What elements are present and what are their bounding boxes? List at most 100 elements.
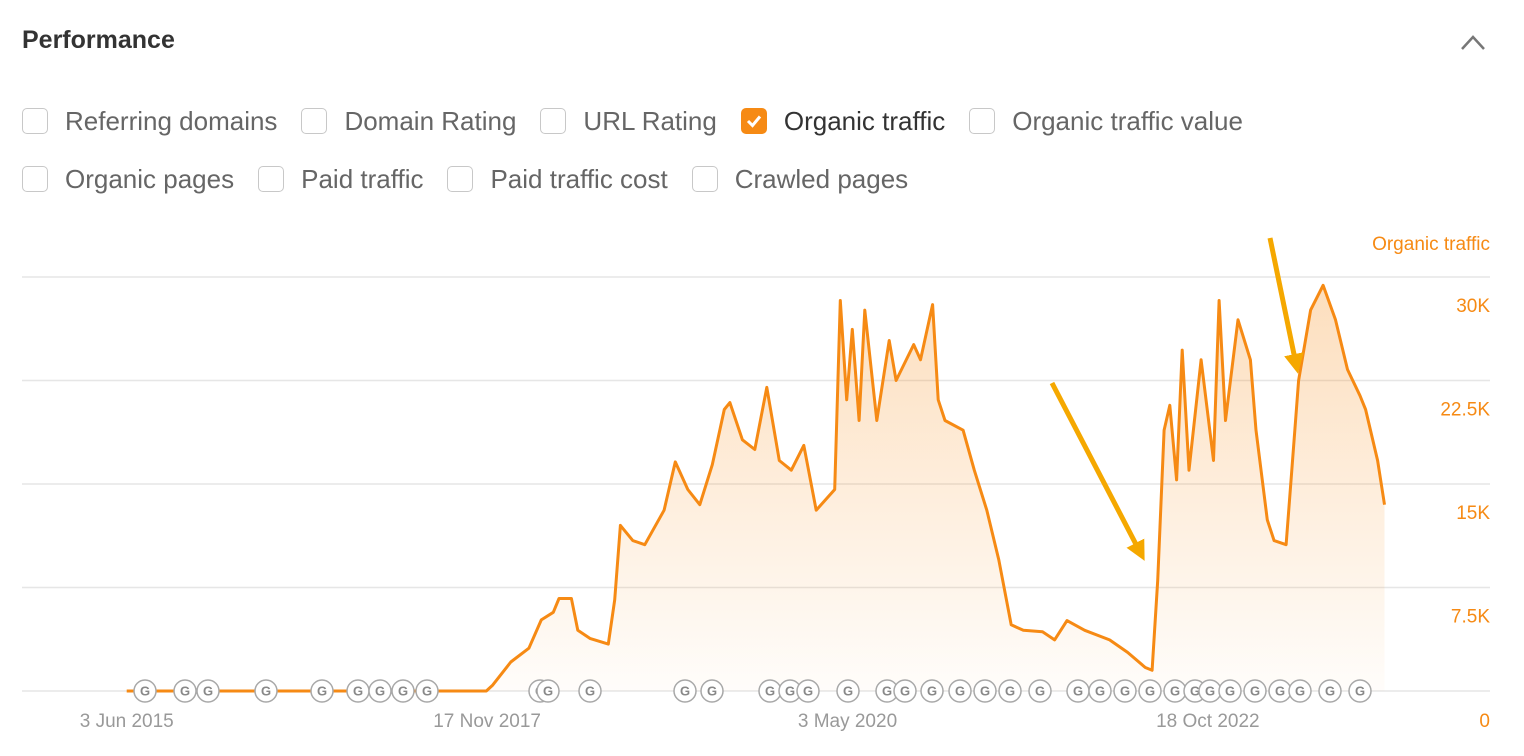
update-marker-label: G bbox=[1295, 683, 1305, 698]
update-marker-label: G bbox=[1355, 683, 1365, 698]
checkbox[interactable] bbox=[447, 166, 474, 192]
y-tick-label: 0 bbox=[1479, 711, 1490, 732]
update-marker-label: G bbox=[585, 683, 595, 698]
update-marker bbox=[1113, 679, 1137, 703]
update-marker-label: G bbox=[353, 683, 363, 698]
update-marker bbox=[1028, 679, 1052, 703]
update-marker bbox=[973, 679, 997, 703]
y-tick-label: 22.5K bbox=[1440, 400, 1490, 421]
update-marker-label: G bbox=[140, 683, 150, 698]
update-marker-label: G bbox=[398, 683, 408, 698]
metric-toggle[interactable]: URL Rating bbox=[540, 100, 717, 142]
update-marker bbox=[254, 679, 278, 703]
update-marker-label: G bbox=[882, 683, 892, 698]
metric-toggle[interactable]: Domain Rating bbox=[301, 100, 516, 142]
metric-label[interactable]: Paid traffic cost bbox=[490, 163, 668, 194]
update-marker bbox=[1243, 679, 1267, 703]
update-marker-label: G bbox=[203, 683, 213, 698]
checkbox[interactable] bbox=[691, 166, 718, 192]
checkbox[interactable] bbox=[969, 108, 996, 134]
metric-label[interactable]: Organic traffic bbox=[783, 105, 946, 136]
metric-toggle[interactable]: Organic pages bbox=[22, 158, 234, 200]
metric-toggles: Referring domains Domain Rating URL Rating… bbox=[22, 100, 1372, 200]
collapse-chevron[interactable] bbox=[1461, 35, 1485, 50]
metric-label[interactable]: Crawled pages bbox=[734, 163, 909, 194]
checkbox[interactable] bbox=[540, 108, 567, 134]
update-marker-label: G bbox=[765, 683, 775, 698]
update-marker-label: G bbox=[1095, 683, 1105, 698]
metric-toggle[interactable]: Paid traffic cost bbox=[447, 158, 668, 200]
update-marker-label: G bbox=[1190, 683, 1200, 698]
update-marker bbox=[1218, 679, 1242, 703]
update-marker bbox=[700, 679, 724, 703]
update-marker bbox=[196, 679, 220, 703]
metric-toggle[interactable]: Organic traffic bbox=[740, 100, 946, 142]
x-tick-label: 17 Nov 2017 bbox=[433, 711, 541, 732]
x-tick-label: 3 May 2020 bbox=[798, 711, 897, 732]
annotation-arrow bbox=[1049, 381, 1145, 561]
update-marker-label: G bbox=[1170, 683, 1180, 698]
update-marker bbox=[1318, 679, 1342, 703]
update-marker-label: G bbox=[1120, 683, 1130, 698]
update-marker bbox=[893, 679, 917, 703]
x-tick-label: 3 Jun 2015 bbox=[80, 711, 174, 732]
panel-title: Performance bbox=[22, 26, 175, 54]
update-marker bbox=[1138, 679, 1162, 703]
update-marker bbox=[836, 679, 860, 703]
update-marker bbox=[1088, 679, 1112, 703]
update-marker-label: G bbox=[1073, 683, 1083, 698]
update-marker-label: G bbox=[803, 683, 813, 698]
update-marker-label: G bbox=[1035, 683, 1045, 698]
metric-label[interactable]: Domain Rating bbox=[344, 105, 517, 136]
metric-toggle[interactable]: Organic traffic value bbox=[969, 100, 1243, 142]
update-marker-label: G bbox=[1225, 683, 1235, 698]
update-marker-label: G bbox=[680, 683, 690, 698]
check-icon bbox=[746, 115, 762, 128]
update-marker-label: G bbox=[180, 683, 190, 698]
update-marker-label: G bbox=[1250, 683, 1260, 698]
update-marker bbox=[1288, 679, 1312, 703]
metric-label[interactable]: Organic traffic value bbox=[1012, 105, 1243, 136]
update-marker-label: G bbox=[707, 683, 717, 698]
axis-series-label: Organic traffic bbox=[1372, 234, 1490, 255]
update-marker bbox=[796, 679, 820, 703]
update-marker bbox=[133, 679, 157, 703]
update-marker bbox=[948, 679, 972, 703]
update-marker-label: G bbox=[1275, 683, 1285, 698]
update-marker-label: G bbox=[1325, 683, 1335, 698]
checkbox[interactable] bbox=[22, 166, 48, 192]
update-marker bbox=[673, 679, 697, 703]
metric-toggle[interactable]: Referring domains bbox=[22, 100, 277, 142]
metric-label[interactable]: Paid traffic bbox=[301, 163, 424, 194]
metric-toggle[interactable]: Crawled pages bbox=[691, 158, 909, 200]
metric-label[interactable]: Organic pages bbox=[65, 163, 235, 194]
update-marker bbox=[1348, 679, 1372, 703]
update-marker bbox=[368, 679, 392, 703]
update-marker-label: G bbox=[543, 683, 553, 698]
metric-label[interactable]: URL Rating bbox=[583, 105, 717, 136]
update-marker-label: G bbox=[843, 683, 853, 698]
checkbox[interactable] bbox=[258, 166, 285, 192]
update-marker bbox=[173, 679, 197, 703]
checkbox[interactable] bbox=[301, 108, 328, 134]
update-marker bbox=[578, 679, 602, 703]
series-line bbox=[126, 283, 1386, 693]
update-marker-label: G bbox=[785, 683, 795, 698]
metric-toggle[interactable]: Paid traffic bbox=[258, 158, 423, 200]
update-marker-label: G bbox=[422, 683, 432, 698]
y-tick-label: 7.5K bbox=[1451, 607, 1490, 628]
y-tick-label: 15K bbox=[1456, 503, 1490, 524]
y-tick-label: 30K bbox=[1456, 296, 1490, 317]
update-marker-label: G bbox=[317, 683, 327, 698]
metric-label[interactable]: Referring domains bbox=[65, 105, 278, 136]
update-marker-label: G bbox=[955, 683, 965, 698]
update-marker-label: G bbox=[900, 683, 910, 698]
checkbox[interactable] bbox=[740, 108, 767, 134]
update-marker bbox=[415, 679, 439, 703]
update-marker-label: G bbox=[261, 683, 271, 698]
x-tick-label: 18 Oct 2022 bbox=[1156, 711, 1260, 732]
update-marker bbox=[310, 679, 334, 703]
checkbox[interactable] bbox=[22, 108, 48, 134]
